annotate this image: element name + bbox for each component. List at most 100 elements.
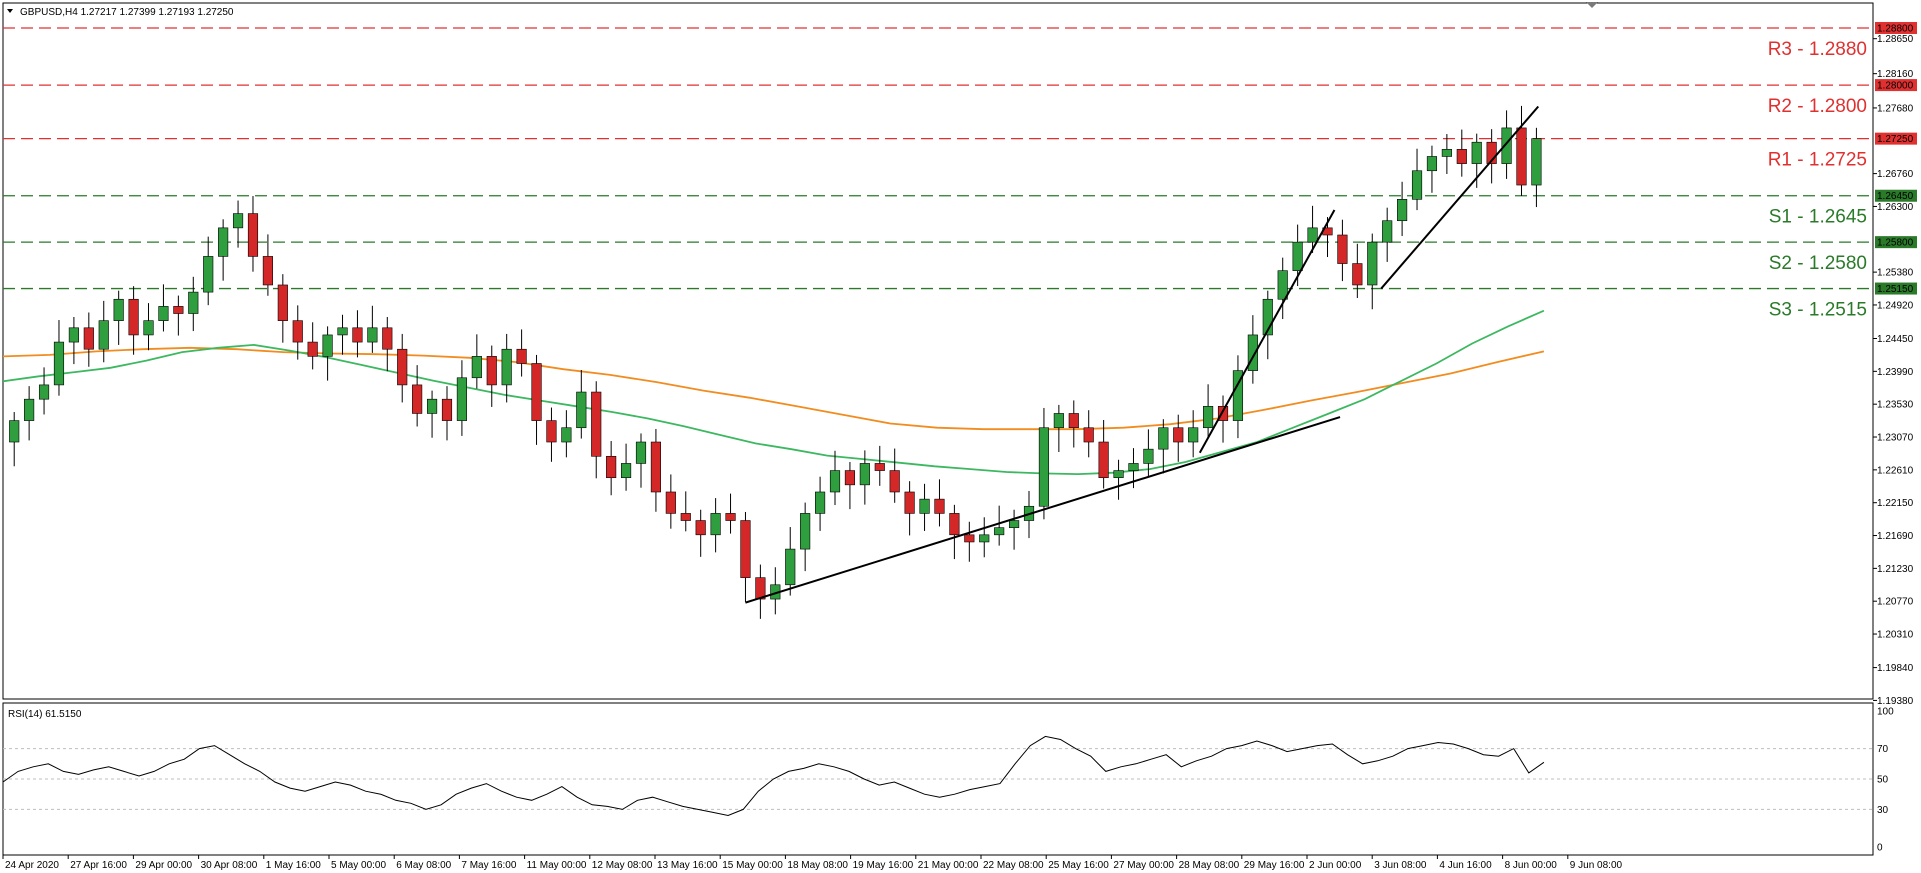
candle-body [412, 384, 423, 414]
candle-body [1217, 406, 1229, 421]
candle-body [1068, 413, 1079, 429]
candle-body [382, 327, 393, 350]
candle-body [426, 398, 438, 414]
candle-body [352, 327, 363, 343]
x-tick-label: 6 May 08:00 [396, 860, 451, 871]
candle-body [919, 498, 930, 514]
candle-body [1516, 127, 1527, 186]
level-tag-text-s3: 1.25150 [1877, 284, 1914, 295]
y-tick-label: 1.25380 [1877, 268, 1914, 279]
x-tick-label: 15 May 00:00 [722, 860, 783, 871]
candle-body [113, 298, 124, 321]
x-tick-label: 11 May 00:00 [527, 860, 587, 871]
level-label-s3: S3 - 1.2515 [1769, 300, 1867, 321]
scroll-marker-icon[interactable] [1586, 2, 1598, 8]
candle-body [501, 348, 512, 386]
y-tick-label: 1.28160 [1877, 69, 1914, 80]
candle-body [531, 363, 542, 421]
x-tick-label: 29 Apr 00:00 [135, 860, 192, 871]
x-tick-label: 3 Jun 08:00 [1374, 860, 1427, 871]
candle-body [710, 513, 721, 536]
x-tick-label: 4 Jun 16:00 [1439, 860, 1492, 871]
symbol-header: GBPUSD,H4 1.27217 1.27399 1.27193 1.2725… [20, 7, 234, 18]
candle-body [397, 348, 408, 386]
candle-body [964, 534, 975, 543]
dropdown-triangle-icon[interactable] [7, 9, 13, 13]
candle-body [1247, 334, 1258, 371]
candle-body [292, 320, 303, 343]
candle-body [1307, 227, 1318, 243]
candle-body [904, 491, 915, 514]
candle-body [128, 298, 139, 336]
candle-body [1083, 427, 1094, 443]
candle-body [367, 327, 378, 343]
candle-body [859, 463, 870, 486]
candle-body [1531, 138, 1542, 186]
level-tag-r1 [1875, 132, 1917, 145]
y-tick-label: 1.20310 [1877, 630, 1914, 641]
candle-body [1143, 448, 1154, 464]
trendline [745, 416, 1341, 604]
candle-body [994, 527, 1005, 536]
y-tick-label: 1.26300 [1877, 202, 1914, 213]
candle-body [24, 398, 35, 421]
rsi-tick-label: 50 [1877, 775, 1889, 786]
candle-body [979, 534, 990, 543]
x-tick-label: 7 May 16:00 [461, 860, 516, 871]
candle-body [755, 577, 766, 600]
candle-body [1277, 270, 1288, 300]
x-tick-label: 19 May 16:00 [853, 860, 914, 871]
candle-body [1173, 427, 1184, 443]
main-panel-frame [2, 2, 1874, 700]
candle-body [934, 498, 945, 514]
y-tick-label: 1.21690 [1877, 531, 1914, 542]
candle-body [38, 384, 50, 400]
candle-body [262, 256, 273, 286]
candle-body [725, 513, 736, 521]
rsi-tick-label: 0 [1877, 843, 1883, 854]
candle-body [9, 420, 20, 443]
y-tick-label: 1.23070 [1877, 433, 1914, 444]
y-tick-label: 1.23990 [1877, 367, 1914, 378]
level-label-r3: R3 - 1.2880 [1768, 39, 1867, 60]
x-tick-label: 5 May 00:00 [331, 860, 386, 871]
y-tick-label: 1.19380 [1877, 696, 1914, 707]
level-tag-r2 [1875, 79, 1917, 92]
candle-body [1292, 241, 1303, 271]
candle-body [1232, 370, 1244, 421]
level-label-r2: R2 - 1.2800 [1768, 96, 1867, 117]
candle-body [337, 327, 348, 336]
rsi-tick-label: 70 [1877, 744, 1889, 755]
level-label-r1: R1 - 1.2725 [1768, 150, 1867, 171]
candle-body [665, 491, 676, 514]
level-tag-text-s2: 1.25800 [1877, 238, 1914, 249]
x-tick-label: 21 May 00:00 [918, 860, 979, 871]
candle-body [1038, 427, 1050, 507]
candle-body [606, 455, 617, 479]
x-tick-label: 27 Apr 16:00 [70, 860, 127, 871]
candle-body [1501, 127, 1512, 164]
candle-body [591, 391, 602, 457]
candle-body [1113, 470, 1124, 479]
x-tick-label: 13 May 16:00 [657, 860, 718, 871]
candle-body [620, 463, 632, 479]
candle-body [561, 427, 572, 443]
candle-body [1367, 241, 1378, 286]
y-tick-label: 1.19840 [1877, 663, 1914, 674]
candle-body [1411, 170, 1423, 200]
candle-body [1486, 141, 1497, 164]
candle-body [277, 284, 288, 321]
candle-body [486, 356, 497, 386]
candle-body [889, 470, 900, 493]
trendline [1380, 105, 1540, 290]
candle-body [1128, 463, 1139, 471]
candle-body [203, 256, 214, 293]
y-tick-label: 1.27680 [1877, 103, 1914, 114]
candle-body [829, 470, 841, 493]
candle-body [1397, 199, 1408, 222]
ma-slow-line [2, 346, 1545, 431]
candle-body [650, 441, 661, 493]
candle-body [456, 377, 467, 421]
level-tag-text-r1: 1.27250 [1877, 134, 1914, 145]
